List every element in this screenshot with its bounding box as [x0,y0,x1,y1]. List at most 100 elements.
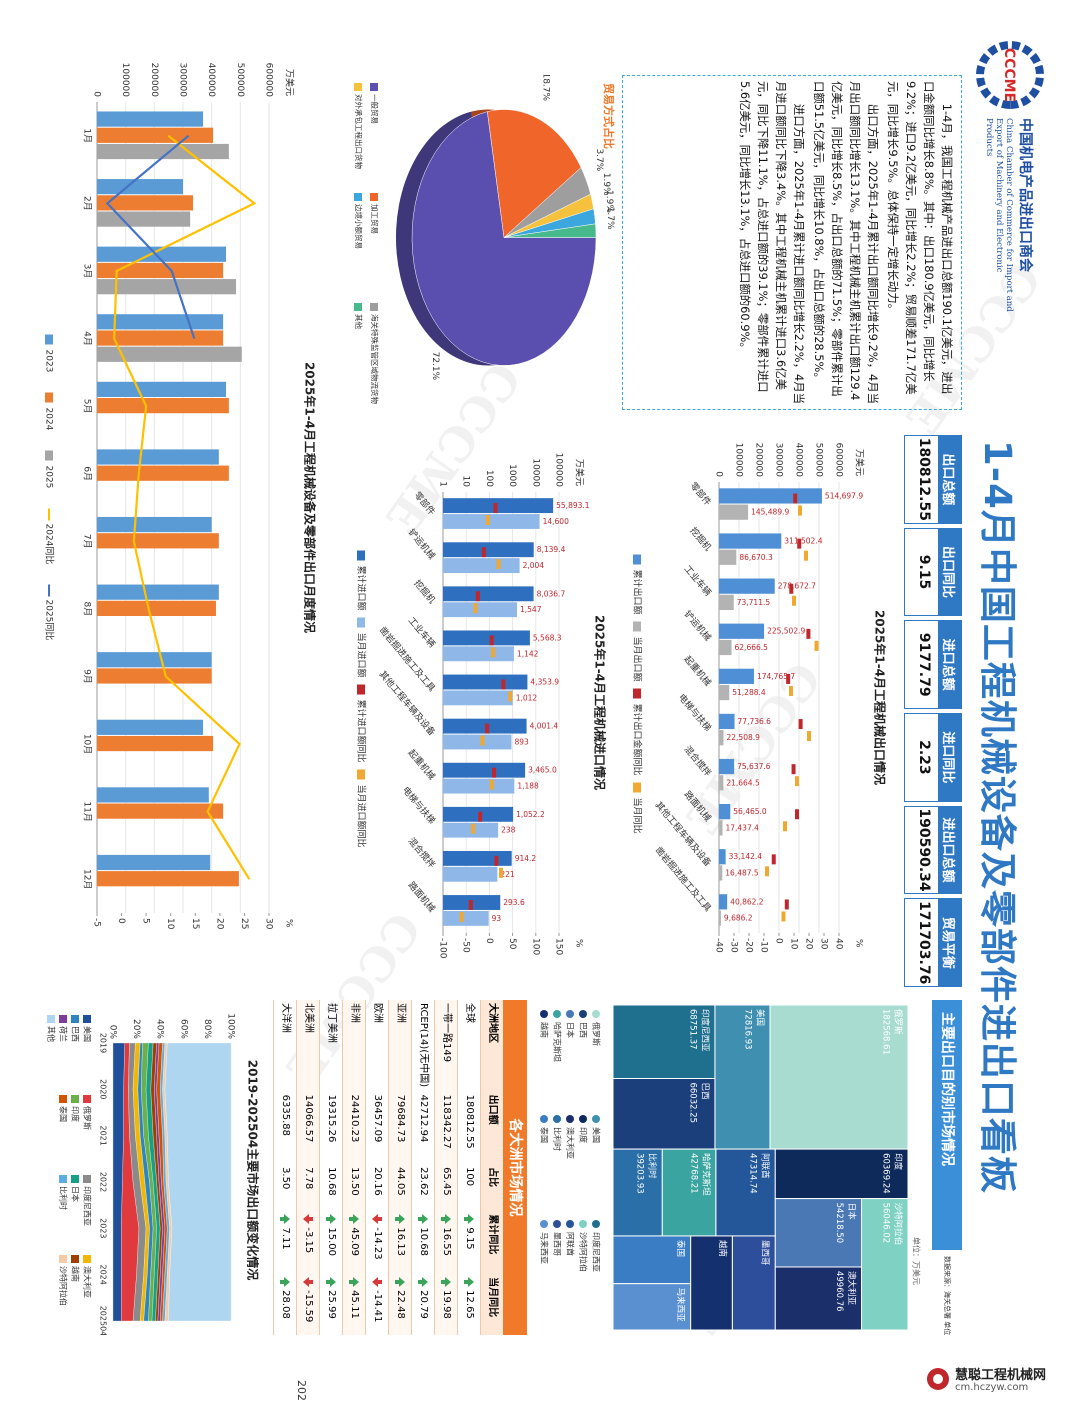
trade-pie: 贸易方式占比72.1%18.7%3.7%1.9%1.9%1.7%一般贸易加工贸易… [354,75,616,404]
bar [443,542,534,558]
data-label: 8,139.4 [537,545,566,554]
x-tick-label: 铲运机械 [682,608,714,643]
cell-text: 28.08 [280,1290,291,1319]
legend-label: 2025同比 [44,600,56,641]
cell-text: 65.45 [441,1167,452,1196]
cell-text: 23.62 [418,1167,429,1196]
cell-value: 54218.50 [834,1203,844,1244]
bar [97,735,214,752]
legend-label: 俄罗斯 [592,1022,602,1046]
data-label: 514,697.9 [825,491,863,500]
cell-name: 美国 [754,1009,765,1026]
data-label: 1,142 [517,649,539,658]
logo-mark: CCCME [976,41,1044,109]
x-tick-label: 铲运机械 [406,526,438,561]
arrow-shape [464,1214,474,1225]
legend-dot [540,1010,548,1018]
table-cell: 15.00 [320,1211,342,1274]
cell-text: 16.13 [395,1227,406,1257]
x-tick-label: 9月 [82,669,93,684]
data-label: 16,487.5 [725,868,759,877]
legend-swatch [357,617,365,628]
y2-tick-label: 40 [834,938,844,950]
legend-swatch [83,1015,91,1023]
bar [443,866,498,882]
table-cell: 9.15 [458,1211,480,1274]
cell-text: 16.55 [441,1227,452,1257]
y2-tick-label: 15 [190,918,200,929]
data-label: 51,288.4 [732,688,766,697]
y-tick-label: 100% [226,1013,236,1039]
legend-label: 2024同比 [44,524,56,565]
bar [718,758,735,775]
kpi-value: 9177.79 [916,632,932,697]
x-tick-label: 起重机械 [682,653,714,688]
cell-name: 墨西哥 [760,1240,770,1266]
site-url: cm.hczyw.com [955,1382,1029,1393]
arrow-shape [441,1214,451,1225]
data-label: 14,600 [543,517,569,526]
bar [443,558,520,574]
cell-text: 19.98 [441,1290,452,1319]
table-cell: 19.98 [435,1274,457,1335]
legend-swatch [354,303,362,311]
cell-value: 42768.21 [688,1153,698,1194]
cell-name: 阿联酋 [760,1153,771,1179]
trend-arrow [326,1214,336,1225]
bar [718,820,723,836]
x-tick-label: 电梯与扶梯 [676,691,714,733]
x-tick-label: 2023 [99,1218,108,1238]
chart-title: 主要出口目的别市场情况 [939,1012,956,1166]
cell-text: 22.48 [395,1290,406,1319]
legend-dot [553,1220,561,1228]
cell-name: 印度 [893,1153,904,1171]
cell-text: RCEP(14)(无中国) [418,1003,429,1088]
column-header: 大洲地区 [487,1003,498,1043]
y-tick-label: 0 [92,91,102,97]
data-label: 311,502.4 [784,537,822,546]
table-cell: 65.45 [435,1164,457,1211]
summary: 1-4月，我国工程机械产品进出口总额190.1亿美元，进出口金额同比增长8.8%… [622,75,962,410]
cell-text: 9.15 [464,1227,475,1250]
arrow-shape [280,1214,290,1225]
data-label: 33,142.4 [729,852,763,861]
y2-tick-label: 10 [165,918,175,930]
cell-name: 澳大利亚 [846,1271,857,1306]
y-tick-label: 0 [714,471,724,477]
x-tick-label: 电梯与扶梯 [400,784,438,826]
kpi-value: 2.23 [916,740,932,775]
cell-text: 79684.73 [395,1094,406,1143]
legend-dot [540,1115,548,1123]
arrow-shape [395,1277,405,1288]
y2-tick-label: 20 [214,918,224,930]
table-cell: 12.65 [458,1274,480,1335]
column-header: 出口额 [487,1094,498,1125]
legend-swatch [71,1015,79,1023]
bar [97,195,194,211]
export-chart: 2025年1-4月工程机械出口情况 万美元% 0 100000 200000 300000… [632,443,888,953]
cell-text: 180812.55 [464,1094,475,1149]
trend-arrow [280,1277,290,1288]
data-label: 55,893.1 [556,501,590,510]
x-tick-label: 起重机械 [406,747,438,782]
bar [718,639,732,656]
data-label: 1,052.2 [516,810,545,819]
legend-label: 2025 [44,466,54,489]
chart-title: 2025年1-4月工程机械设备及零部件出口月度情况 [303,362,318,633]
table-cell: 45.11 [343,1274,365,1335]
legend-label: 累计进口额同比 [356,700,368,763]
cell-name: 泰国 [675,1240,686,1257]
legend-dot [566,1220,574,1228]
legend-swatch [83,1255,91,1263]
y2-tick-label: 20 [804,938,814,950]
bar [96,279,237,295]
y2-tick-label: 10 [789,938,799,950]
y2-tick-label: 0 [774,938,784,944]
legend-swatch [71,1095,79,1103]
cell-text: 24410.23 [349,1094,360,1143]
y-tick-label: 10000 [530,458,540,487]
cell-text: 非洲 [349,1003,360,1023]
legend-label: 累计进口额 [356,566,368,611]
cell-name: 印度尼西亚 [699,1009,710,1052]
legend-dot [592,1115,600,1123]
